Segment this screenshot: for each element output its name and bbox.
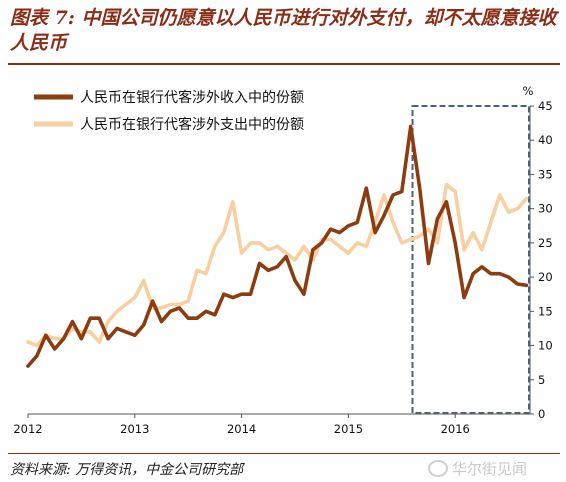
y-tick-label: 5 <box>538 373 545 387</box>
source-note: 资料来源: 万得资讯，中金公司研究部 <box>10 462 244 478</box>
watermark-text: 华尔街见闻 <box>452 460 528 478</box>
y-tick-label: 15 <box>538 304 553 318</box>
y-tick-label: 10 <box>538 339 553 353</box>
y-tick-label: 25 <box>538 236 553 250</box>
y-tick-label: 20 <box>538 270 553 284</box>
footer-divider <box>8 453 560 454</box>
chart-title: 图表 7: 中国公司仍愿意以人民币进行对外支付，却不太愿意接收人民币 <box>10 7 557 54</box>
legend-label-1: 人民币在银行代客涉外支出中的份额 <box>80 116 304 133</box>
series-layer <box>26 124 529 368</box>
y-tick-label: 0 <box>538 407 545 421</box>
y-tick-label: 35 <box>538 167 553 181</box>
y-tick-label: 30 <box>538 202 553 216</box>
highlight-box <box>411 105 531 414</box>
y-unit-label: % <box>523 84 534 98</box>
x-tick-label: 2013 <box>120 422 149 436</box>
x-tick-label: 2012 <box>13 422 42 436</box>
series-line-0 <box>26 124 529 368</box>
watermark: 华尔街见闻 <box>428 458 527 479</box>
y-tick-label: 45 <box>538 99 553 113</box>
x-tick-label: 2014 <box>227 422 256 436</box>
legend-label-0: 人民币在银行代客涉外收入中的份额 <box>80 89 304 106</box>
x-tick-label: 2016 <box>441 422 470 436</box>
chat-bubble-icon <box>428 460 448 477</box>
y-tick-label: 40 <box>538 133 553 147</box>
highlight-box-layer <box>411 105 531 414</box>
x-tick-label: 2015 <box>334 422 363 436</box>
title-divider <box>8 63 560 65</box>
